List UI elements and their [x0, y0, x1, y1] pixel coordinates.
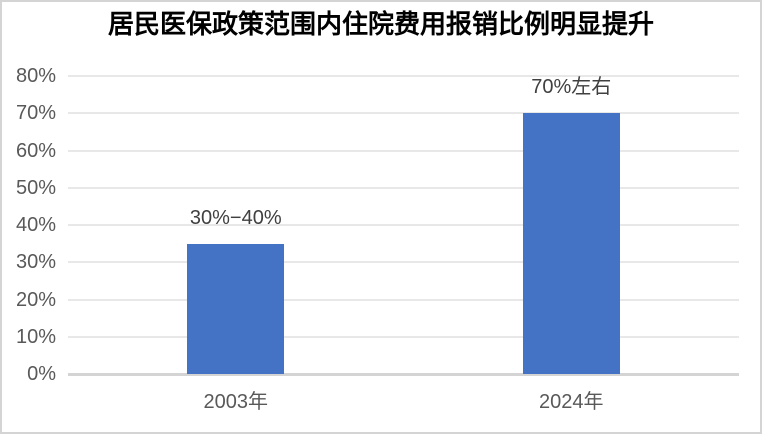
- gridline: [68, 298, 739, 301]
- bar-value-label: 70%左右: [531, 76, 612, 99]
- bar: [187, 243, 285, 374]
- y-tick-label: 40%: [15, 214, 56, 236]
- y-tick-label: 60%: [15, 139, 56, 162]
- y-tick-label: 80%: [15, 65, 56, 87]
- y-tick-label: 0%: [27, 363, 56, 385]
- gridline: [68, 75, 739, 77]
- bar-value-label: 30%−40%: [189, 206, 282, 229]
- chart-title: 居民医保政策范围内住院费用报销比例明显提升: [107, 9, 654, 39]
- gridline: [68, 261, 739, 264]
- y-tick-label: 50%: [15, 176, 56, 199]
- gridline: [68, 335, 739, 338]
- y-tick-label: 20%: [15, 288, 56, 311]
- y-tick-label: 30%: [15, 251, 56, 274]
- x-category-label: 2003年: [203, 391, 269, 413]
- gridline: [68, 112, 739, 115]
- x-axis-line: [68, 373, 739, 376]
- x-category-label: 2024年: [539, 391, 604, 413]
- y-tick-label: 70%: [15, 102, 56, 125]
- gridline: [68, 224, 739, 226]
- gridline: [68, 149, 739, 152]
- gridline: [68, 186, 739, 189]
- y-tick-label: 10%: [15, 325, 56, 348]
- bar: [522, 113, 620, 374]
